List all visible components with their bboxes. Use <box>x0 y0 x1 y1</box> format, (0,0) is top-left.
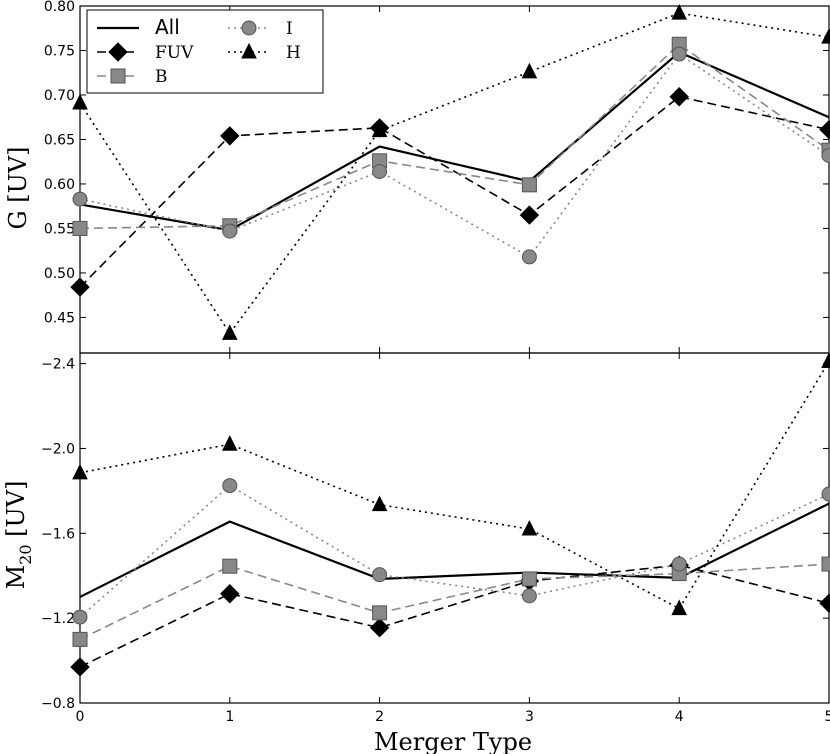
legend-b-marker <box>110 68 126 84</box>
top-ytick-label: 0.80 <box>44 0 75 15</box>
legend-i-marker <box>241 20 257 36</box>
top-series-fuv-line <box>79 95 830 288</box>
legend-box <box>86 9 324 94</box>
top-series-i-point <box>521 249 537 265</box>
bottom-series-fuv-point <box>819 593 830 614</box>
top-series-h-point <box>371 121 388 138</box>
legend-b-label: B <box>155 67 168 87</box>
bottom-xtick-label: 2 <box>375 709 384 725</box>
bottom-y-axis-label: M20 [UV] <box>2 481 35 590</box>
top-series-i-point <box>372 163 388 179</box>
top-series-b-point <box>521 177 537 193</box>
bottom-series-h-point <box>221 435 238 451</box>
top-series-b-point <box>72 220 88 236</box>
legend-fuv-marker <box>108 42 128 62</box>
bottom-series-all-line <box>79 502 830 598</box>
x-axis-label: Merger Type <box>374 728 532 754</box>
top-series-fuv-point <box>70 277 90 297</box>
top-panel-g-uv: 0.45 0.50 0.55 0.60 0.65 0.70 0.75 0.80 <box>44 0 830 354</box>
top-series-fuv-point <box>819 119 830 140</box>
top-series-fuv-point <box>220 126 240 146</box>
top-ytick-label: 0.45 <box>44 310 75 326</box>
legend-fuv-label: FUV <box>155 43 194 63</box>
top-series-fuv-point <box>669 87 689 107</box>
bottom-series-h-point <box>521 519 538 536</box>
bottom-series-h-line <box>79 361 830 610</box>
bottom-series-b-point <box>72 631 88 647</box>
legend-h-marker <box>241 42 257 59</box>
top-ytick-label: 0.70 <box>44 88 75 104</box>
bottom-xtick-label: 3 <box>525 709 534 725</box>
bottom-series-h-point <box>821 352 830 368</box>
bottom-series-i-point <box>372 567 388 583</box>
bottom-series-b-point <box>372 605 388 621</box>
bottom-xtick-label: 0 <box>76 709 85 725</box>
bottom-series-h-point <box>671 599 688 616</box>
top-series-h-point <box>671 3 688 20</box>
top-ytick-label: 0.75 <box>44 43 75 59</box>
bottom-series-i-point <box>72 609 88 625</box>
bottom-series-h-point <box>371 495 388 512</box>
top-series-h-point <box>221 324 238 340</box>
bottom-series-fuv-point <box>369 617 390 638</box>
top-ytick-label: 0.55 <box>44 221 75 237</box>
bottom-plot-frame <box>79 352 830 704</box>
bottom-series-b-point <box>821 556 830 572</box>
bottom-series-i-point <box>222 478 238 494</box>
bottom-panel-m20-uv: −0.8 −1.2 −1.6 −2.0 −2.4 0 1 2 3 4 5 <box>41 352 830 725</box>
legend-h-label: H <box>286 43 301 63</box>
top-y-axis-label: G [UV] <box>4 146 32 229</box>
top-series-h-point <box>521 62 538 79</box>
legend-all-label: All <box>155 15 180 39</box>
bottom-series-b-point <box>222 558 238 574</box>
bottom-xtick-label: 1 <box>225 709 234 725</box>
top-series-h-point <box>72 93 88 110</box>
top-series-i-point <box>72 191 88 207</box>
top-series-fuv-point <box>519 205 540 225</box>
top-ytick-label: 0.50 <box>44 266 75 282</box>
legend-i-label: I <box>286 19 293 39</box>
bottom-ytick-label: −0.8 <box>41 696 75 712</box>
top-series-i-point <box>671 46 687 62</box>
bottom-ytick-label: −1.6 <box>41 526 75 542</box>
bottom-series-b-point <box>521 571 537 587</box>
top-series-b-line <box>79 43 830 230</box>
bottom-xtick-label: 5 <box>825 709 830 725</box>
bottom-series-fuv-line <box>79 564 830 668</box>
top-series-i-line <box>79 52 830 258</box>
top-ytick-label: 0.60 <box>44 177 75 193</box>
bottom-series-b-line <box>79 563 830 641</box>
bottom-series-i-point <box>521 588 537 604</box>
top-series-i-point <box>222 223 238 239</box>
bottom-series-fuv-point <box>220 584 240 604</box>
top-series-h-point <box>821 28 830 44</box>
bottom-ytick-label: −1.2 <box>41 611 75 627</box>
legend: All FUV B IH <box>86 9 324 94</box>
bottom-ytick-label: −2.4 <box>41 357 75 373</box>
top-series-i-point <box>821 147 830 163</box>
top-ytick-label: 0.65 <box>44 132 75 148</box>
bottom-series-i-point <box>671 556 687 572</box>
top-series-h-line <box>79 12 830 335</box>
bottom-series-h-point <box>72 463 88 480</box>
bottom-ytick-label: −2.0 <box>41 441 75 457</box>
bottom-series-fuv-point <box>70 657 90 677</box>
bottom-xtick-label: 4 <box>675 709 684 725</box>
bottom-series-i-line <box>79 484 830 618</box>
bottom-series-i-point <box>821 486 830 502</box>
